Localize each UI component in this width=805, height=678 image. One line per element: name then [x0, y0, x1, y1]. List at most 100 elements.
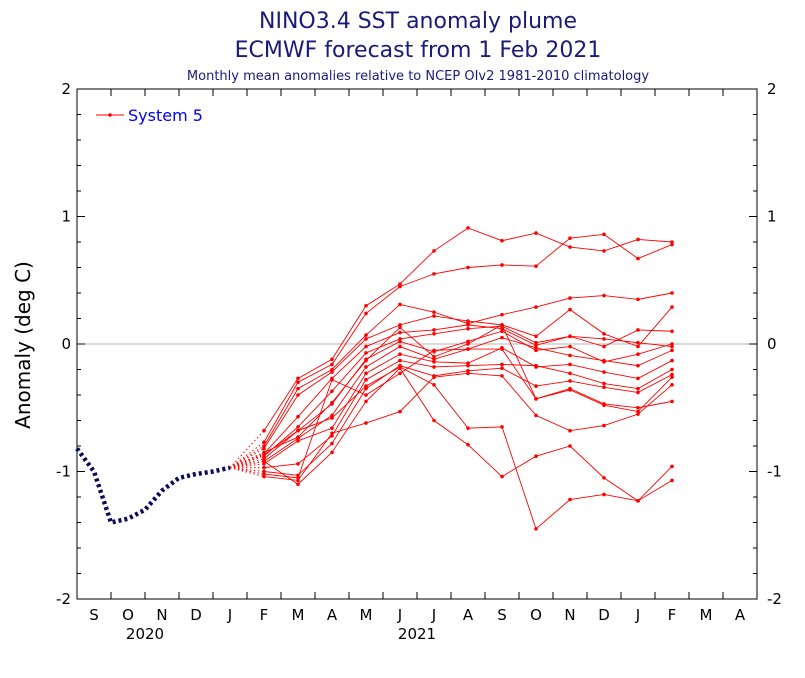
forecast-point — [568, 245, 572, 249]
forecast-point — [432, 375, 436, 379]
x-year-label: 2021 — [398, 625, 436, 643]
forecast-point — [602, 344, 606, 349]
forecast-point — [636, 409, 640, 414]
forecast-point — [364, 365, 368, 369]
forecast-point — [636, 412, 640, 416]
forecast-point — [636, 328, 640, 332]
forecast-point — [364, 303, 368, 308]
forecast-point — [262, 474, 266, 479]
forecast-point — [500, 323, 504, 327]
forecast-point — [466, 347, 470, 351]
forecast-point — [364, 377, 368, 382]
forecast-point — [466, 361, 470, 365]
x-tick-label: J — [635, 606, 640, 624]
x-tick-label: O — [122, 606, 134, 624]
y-tick-label-right: -1 — [767, 463, 782, 481]
forecast-point — [534, 305, 538, 309]
forecast-point — [466, 323, 470, 327]
forecast-point — [670, 240, 674, 244]
forecast-start-connector — [229, 463, 265, 469]
forecast-point — [500, 263, 504, 267]
x-tick-label: F — [668, 606, 677, 624]
forecast-point — [398, 358, 402, 363]
x-tick-label: D — [190, 606, 202, 624]
forecast-point — [568, 307, 572, 312]
forecast-point — [670, 478, 674, 483]
forecast-point — [500, 425, 504, 429]
forecast-point — [398, 282, 402, 286]
forecast-point — [262, 450, 266, 455]
forecast-point — [296, 393, 300, 397]
x-tick-label: N — [156, 606, 167, 624]
forecast-point — [602, 358, 606, 363]
forecast-point — [636, 363, 640, 368]
forecast-point — [296, 482, 300, 487]
forecast-point — [296, 425, 300, 429]
forecast-point — [432, 328, 436, 332]
forecast-point — [296, 428, 300, 433]
forecast-point — [262, 472, 266, 476]
forecast-point — [636, 386, 640, 391]
forecast-point — [262, 428, 266, 433]
forecast-point — [466, 363, 470, 368]
forecast-point — [534, 397, 538, 401]
forecast-point — [602, 337, 606, 341]
x-tick-label: O — [530, 606, 542, 624]
forecast-point — [364, 371, 368, 376]
forecast-point — [398, 409, 402, 414]
forecast-point — [534, 527, 538, 531]
forecast-point — [670, 291, 674, 295]
forecast-point — [364, 311, 368, 316]
forecast-point — [534, 343, 538, 348]
y-tick-label-left: 0 — [61, 335, 71, 353]
forecast-point — [500, 374, 504, 378]
y-tick-label-right: -2 — [767, 590, 782, 608]
forecast-point — [602, 476, 606, 480]
forecast-point — [296, 386, 300, 391]
forecast-point — [432, 314, 436, 318]
forecast-point — [330, 416, 334, 420]
forecast-point — [466, 319, 470, 323]
forecast-point — [432, 354, 436, 359]
forecast-point — [500, 474, 504, 479]
forecast-point — [330, 370, 334, 374]
legend-marker-system5 — [108, 113, 112, 117]
forecast-point — [602, 423, 606, 428]
forecast-point — [568, 353, 572, 358]
x-tick-label: M — [292, 606, 305, 624]
forecast-point — [670, 348, 674, 353]
forecast-point — [466, 442, 470, 447]
forecast-point — [296, 439, 300, 443]
forecast-point — [364, 351, 368, 355]
y-tick-label-left: 1 — [61, 208, 71, 226]
forecast-point — [636, 390, 640, 395]
forecast-point — [364, 421, 368, 425]
x-tick-label: F — [260, 606, 269, 624]
forecast-point — [330, 426, 334, 430]
x-tick-label: S — [89, 606, 99, 624]
forecast-point — [296, 376, 300, 381]
x-tick-label: A — [463, 606, 474, 624]
forecast-point — [364, 386, 368, 391]
forecast-point — [364, 358, 368, 363]
forecast-point — [670, 242, 674, 247]
forecast-point — [568, 296, 572, 300]
forecast-point — [364, 399, 368, 404]
forecast-point — [432, 310, 436, 314]
forecast-point — [568, 371, 572, 376]
forecast-point — [670, 367, 674, 372]
forecast-point — [534, 346, 538, 350]
forecast-point — [568, 362, 572, 367]
forecast-point — [262, 462, 266, 466]
forecast-point — [398, 284, 402, 289]
x-tick-label: J — [227, 606, 232, 624]
forecast-point — [602, 492, 606, 497]
forecast-point — [262, 456, 266, 461]
forecast-point — [670, 305, 674, 309]
forecast-point — [670, 399, 674, 404]
forecast-point — [636, 352, 640, 357]
forecast-point — [364, 384, 368, 388]
chart-subtitle: Monthly mean anomalies relative to NCEP … — [187, 69, 649, 84]
